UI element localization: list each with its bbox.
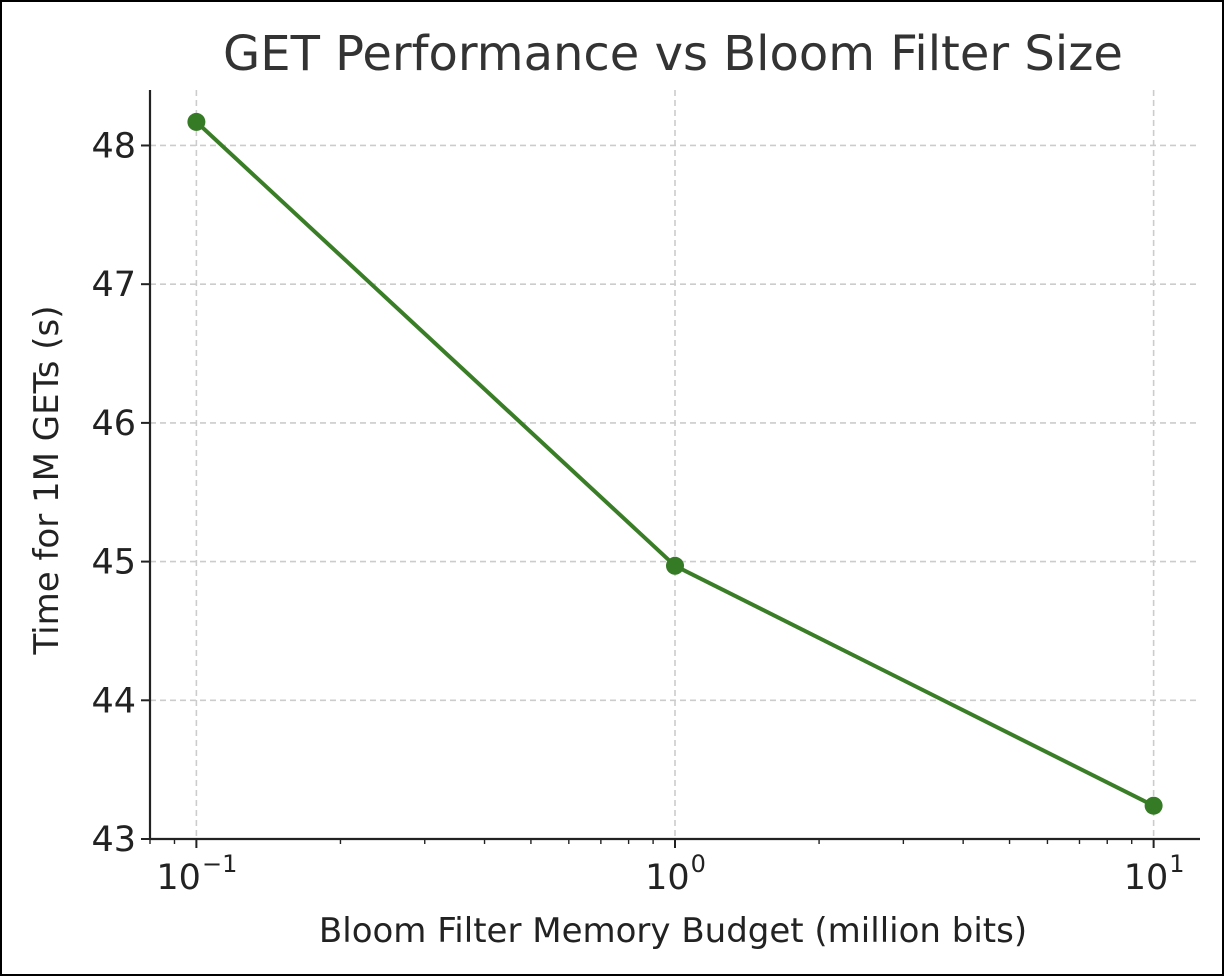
- x-tick-label: 10 1: [1124, 850, 1185, 898]
- data-point: [187, 112, 206, 131]
- x-tick-label-base: 10: [1124, 858, 1169, 898]
- data-point: [666, 556, 684, 575]
- y-axis-label: Time for 1M GETs (s): [27, 305, 67, 655]
- x-tick-label-base: 10: [156, 858, 201, 898]
- text-layer: GET Performance vs Bloom Filter Size Blo…: [27, 26, 1123, 951]
- x-tick-label-exponent: −1: [202, 850, 237, 878]
- chart-title: GET Performance vs Bloom Filter Size: [223, 26, 1123, 82]
- y-tick-label: 43: [91, 820, 136, 860]
- y-tick-label: 46: [91, 404, 136, 444]
- x-tick-label: 10 −1: [156, 850, 237, 898]
- series-layer: [187, 112, 1163, 815]
- x-tick-label-base: 10: [645, 858, 690, 898]
- y-tick-label: 47: [91, 265, 136, 305]
- x-tick-label: 10 0: [645, 850, 706, 898]
- x-tick-label-exponent: 1: [1169, 850, 1184, 878]
- data-point: [1144, 796, 1163, 815]
- x-axis-label: Bloom Filter Memory Budget (million bits…: [319, 911, 1027, 951]
- y-tick-label: 44: [91, 681, 136, 721]
- y-tick-label: 48: [91, 126, 136, 166]
- y-tick-label: 45: [91, 543, 136, 583]
- grid-layer: [150, 90, 1200, 840]
- x-tick-label-exponent: 0: [691, 850, 706, 878]
